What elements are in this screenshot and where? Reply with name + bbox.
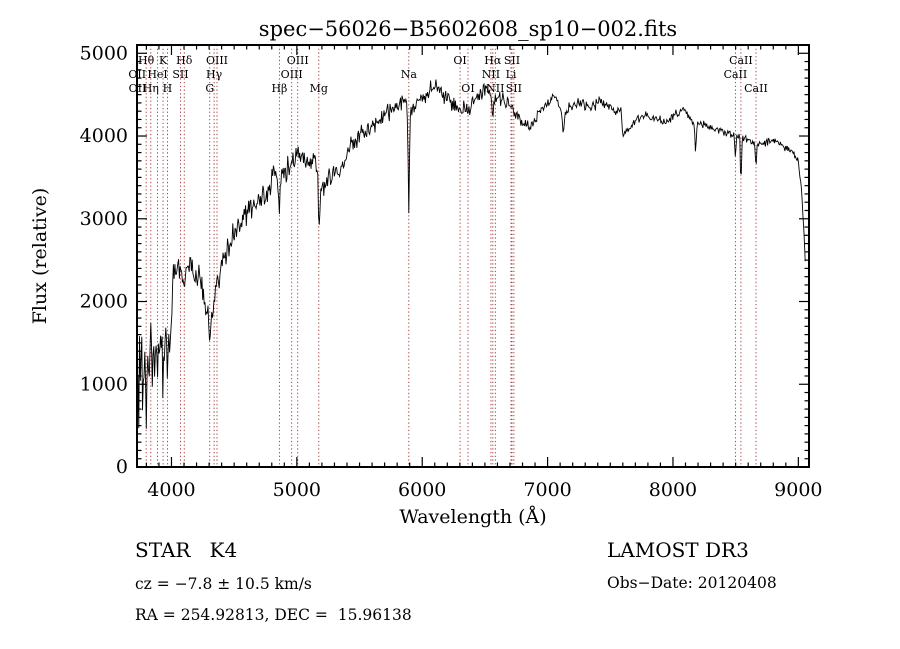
coords-label: RA = 254.92813, DEC = 15.96138 [135,606,412,624]
cz-label: cz = −7.8 ± 10.5 km/s [135,575,312,593]
spectral-line-label: Hα [484,54,502,67]
spectral-line-label: OII [128,68,146,81]
spectral-line-label: CaII [729,54,753,67]
spectral-line-label: K [159,54,168,67]
y-tick-label: 2000 [80,291,128,313]
y-tick-label: 0 [116,456,128,478]
x-tick-label: 7000 [523,479,571,501]
spectral-line-label: OII [129,82,147,95]
classification-label: STAR K4 [135,538,237,562]
spectral-line-label: Hβ [271,82,287,95]
spectral-line-label: NII [486,82,504,95]
spectral-line-label: Hγ [206,68,223,81]
spectral-line-label: Li [506,68,517,81]
spectral-line-label: OIII [287,54,309,67]
spectral-line-label: Hθ [138,54,155,67]
spectrum-trace [137,79,806,444]
plot-dynamic-layer: 4000 5000 6000 7000 8000 9000 0 1000 2000 3000 400… [80,42,823,501]
y-tick-label: 4000 [80,125,128,147]
spectral-line-label: OIII [206,54,228,67]
spectral-line-label: Hη [143,82,159,95]
spectral-line-label: CaII [724,68,748,81]
y-tick-label: 1000 [80,373,128,395]
x-tick-label: 5000 [273,479,321,501]
y-tick-label: 3000 [80,208,128,230]
spectral-line-label: Mg [310,82,328,95]
x-tick-label: 6000 [398,479,446,501]
spectral-line-label: SII [172,68,188,81]
spectral-line-label: NII [482,68,500,81]
spectral-line-label: CaII [744,82,768,95]
spectral-line-label: SII [506,82,522,95]
y-axis-label: Flux (relative) [29,188,51,325]
spectral-line-label: HeI [147,68,167,81]
spectral-line-label: Na [401,68,418,81]
x-tick-label: 9000 [774,479,822,501]
obs-date-label: Obs−Date: 20120408 [607,574,777,592]
spectral-line-label: OI [461,82,474,95]
spectral-line-label: SII [504,54,520,67]
axis-frame [136,44,810,468]
x-axis-label: Wavelength (Å) [399,506,546,528]
spectral-line-label: G [205,82,214,95]
spectral-line-label: OI [453,54,466,67]
survey-label: LAMOST DR3 [607,538,749,562]
spectral-line-label: H [163,82,173,95]
spectral-line-label: OIII [281,68,303,81]
plot-title: spec−56026−B5602608_sp10−002.fits [259,17,677,41]
spectral-line-label: Hδ [176,54,193,67]
x-tick-label: 4000 [147,479,195,501]
x-tick-label: 8000 [649,479,697,501]
y-tick-label: 5000 [80,42,128,64]
